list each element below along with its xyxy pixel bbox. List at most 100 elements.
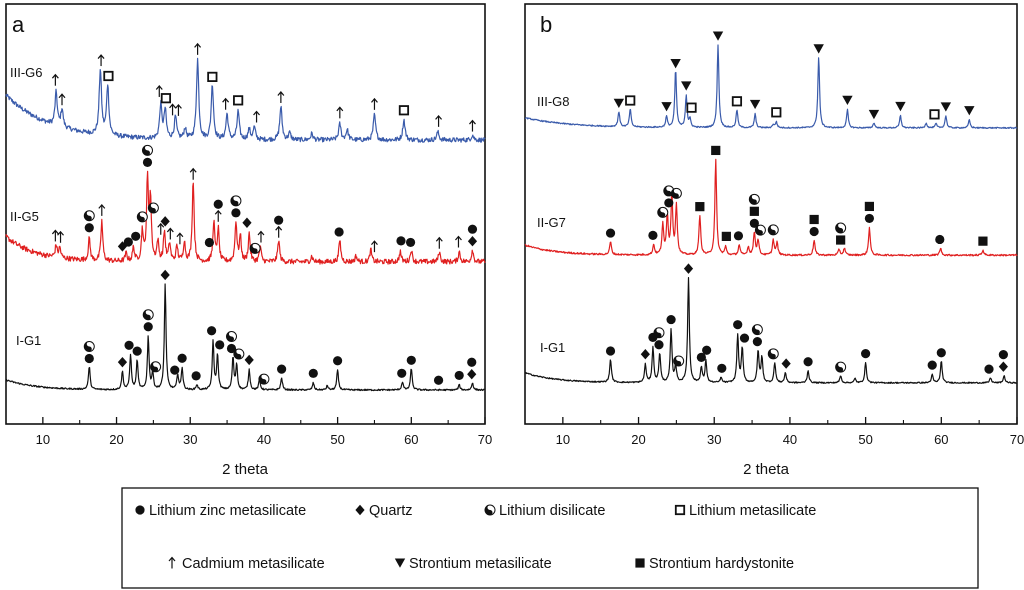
- circle-marker: [191, 371, 201, 381]
- panel-b: b 10 20 30 40 50 60 70 2 theta III-G8 II-G7 I-G1: [524, 3, 1024, 478]
- filled-square-marker: [836, 235, 846, 245]
- circle-marker: [733, 320, 743, 330]
- triangle-down-marker: [813, 44, 824, 54]
- disilicate-marker: [83, 210, 95, 222]
- disilicate-marker: [141, 144, 153, 156]
- circle-marker: [397, 368, 407, 378]
- circle-marker: [84, 353, 94, 364]
- x-axis-label: 2 theta: [222, 461, 269, 478]
- arrow-marker: [275, 225, 283, 238]
- triangle-down-marker: [613, 98, 625, 109]
- circle-marker: [231, 208, 241, 218]
- legend-item: Quartz: [355, 503, 413, 519]
- legend-label: Strontium hardystonite: [649, 556, 794, 572]
- circle-marker: [605, 346, 616, 356]
- diamond-marker: [998, 361, 1008, 372]
- arrow-marker: [435, 114, 443, 127]
- circle-marker: [864, 213, 875, 224]
- open-square-marker: [103, 70, 114, 82]
- sample-label: II-G7: [537, 215, 566, 230]
- phase-markers-i-g1: [83, 269, 477, 385]
- circle-marker: [984, 364, 994, 374]
- triangle-down-icon: [394, 558, 406, 568]
- filled-square-marker: [695, 202, 705, 212]
- triangle-down-marker: [670, 59, 681, 69]
- legend-item: Strontium metasilicate: [394, 556, 552, 572]
- circle-marker: [467, 357, 477, 367]
- filled-square-marker: [809, 214, 819, 225]
- disilicate-marker: [142, 309, 154, 321]
- sample-label: III-G8: [537, 94, 570, 109]
- circle-marker: [396, 236, 406, 246]
- circle-marker: [935, 234, 945, 245]
- diamond-icon: [355, 504, 365, 516]
- arrow-marker: [277, 91, 285, 103]
- x-axis-label: 2 theta: [743, 461, 790, 478]
- arrow-icon: [168, 556, 176, 569]
- circle-marker: [803, 357, 813, 367]
- triangle-down-marker: [681, 81, 692, 91]
- legend-item: Lithium zinc metasilicate: [135, 503, 306, 519]
- arrow-marker: [214, 209, 222, 222]
- arrow-marker: [371, 97, 378, 110]
- x-tick-label: 70: [1010, 432, 1024, 447]
- circle-marker: [215, 340, 225, 350]
- plot-frame: [5, 3, 486, 425]
- diamond-marker: [640, 349, 650, 360]
- circle-marker: [861, 349, 871, 359]
- panel-a: a 10 20 30 40 50 60 70 2 theta III-G6 II-G5 I-G1: [5, 3, 492, 478]
- circle-marker: [132, 346, 142, 356]
- xrd-trace-ii-g5: [5, 170, 486, 265]
- disilicate-marker: [136, 211, 148, 223]
- legend-item: Lithium metasilicate: [674, 503, 816, 519]
- circle-marker: [274, 215, 284, 225]
- arrow-marker: [166, 227, 174, 240]
- disilicate-marker: [249, 242, 261, 254]
- legend-item: Strontium hardystonite: [635, 556, 794, 572]
- diamond-marker: [683, 263, 694, 274]
- arrow-marker: [155, 85, 163, 97]
- circle-marker: [752, 337, 762, 347]
- triangle-down-marker: [868, 109, 880, 120]
- circle-marker: [277, 364, 287, 374]
- open-square-marker: [625, 95, 636, 106]
- disilicate-marker: [230, 195, 242, 207]
- panel-label: a: [12, 12, 25, 37]
- sample-label: I-G1: [540, 340, 565, 355]
- arrow-marker: [253, 110, 261, 123]
- diamond-marker: [467, 235, 478, 247]
- arrow-marker: [371, 240, 378, 253]
- panel-label: b: [540, 12, 552, 37]
- open-square-icon: [674, 504, 686, 516]
- x-tick-label: 50: [330, 432, 344, 447]
- circle-marker: [433, 375, 444, 385]
- disilicate-marker: [670, 187, 682, 199]
- triangle-down-marker: [712, 31, 724, 41]
- legend-label: Quartz: [369, 503, 413, 519]
- plot-frame: [524, 3, 1018, 425]
- disilicate-marker: [258, 373, 270, 385]
- circle-marker: [696, 352, 706, 363]
- legend-label: Lithium metasilicate: [689, 503, 816, 519]
- circle-marker: [406, 355, 416, 365]
- disilicate-marker: [147, 202, 159, 214]
- legend-box: [121, 487, 979, 589]
- arrow-marker: [97, 54, 105, 67]
- arrow-marker: [98, 203, 106, 216]
- filled-square-icon: [635, 558, 645, 568]
- disilicate-marker: [673, 355, 685, 367]
- circle-marker: [142, 157, 153, 167]
- filled-square-marker: [978, 236, 988, 246]
- diamond-marker: [467, 369, 477, 380]
- x-tick-label: 10: [556, 432, 570, 447]
- disilicate-marker: [835, 222, 847, 234]
- circle-marker: [333, 356, 343, 366]
- x-tick-label: 30: [183, 432, 197, 447]
- triangle-down-marker: [661, 102, 672, 112]
- legend-label: Strontium metasilicate: [409, 556, 552, 572]
- circle-marker: [739, 333, 750, 343]
- circle-marker: [654, 340, 664, 350]
- x-tick-label: 60: [404, 432, 418, 447]
- circle-marker: [177, 353, 187, 363]
- circle-marker: [207, 326, 217, 336]
